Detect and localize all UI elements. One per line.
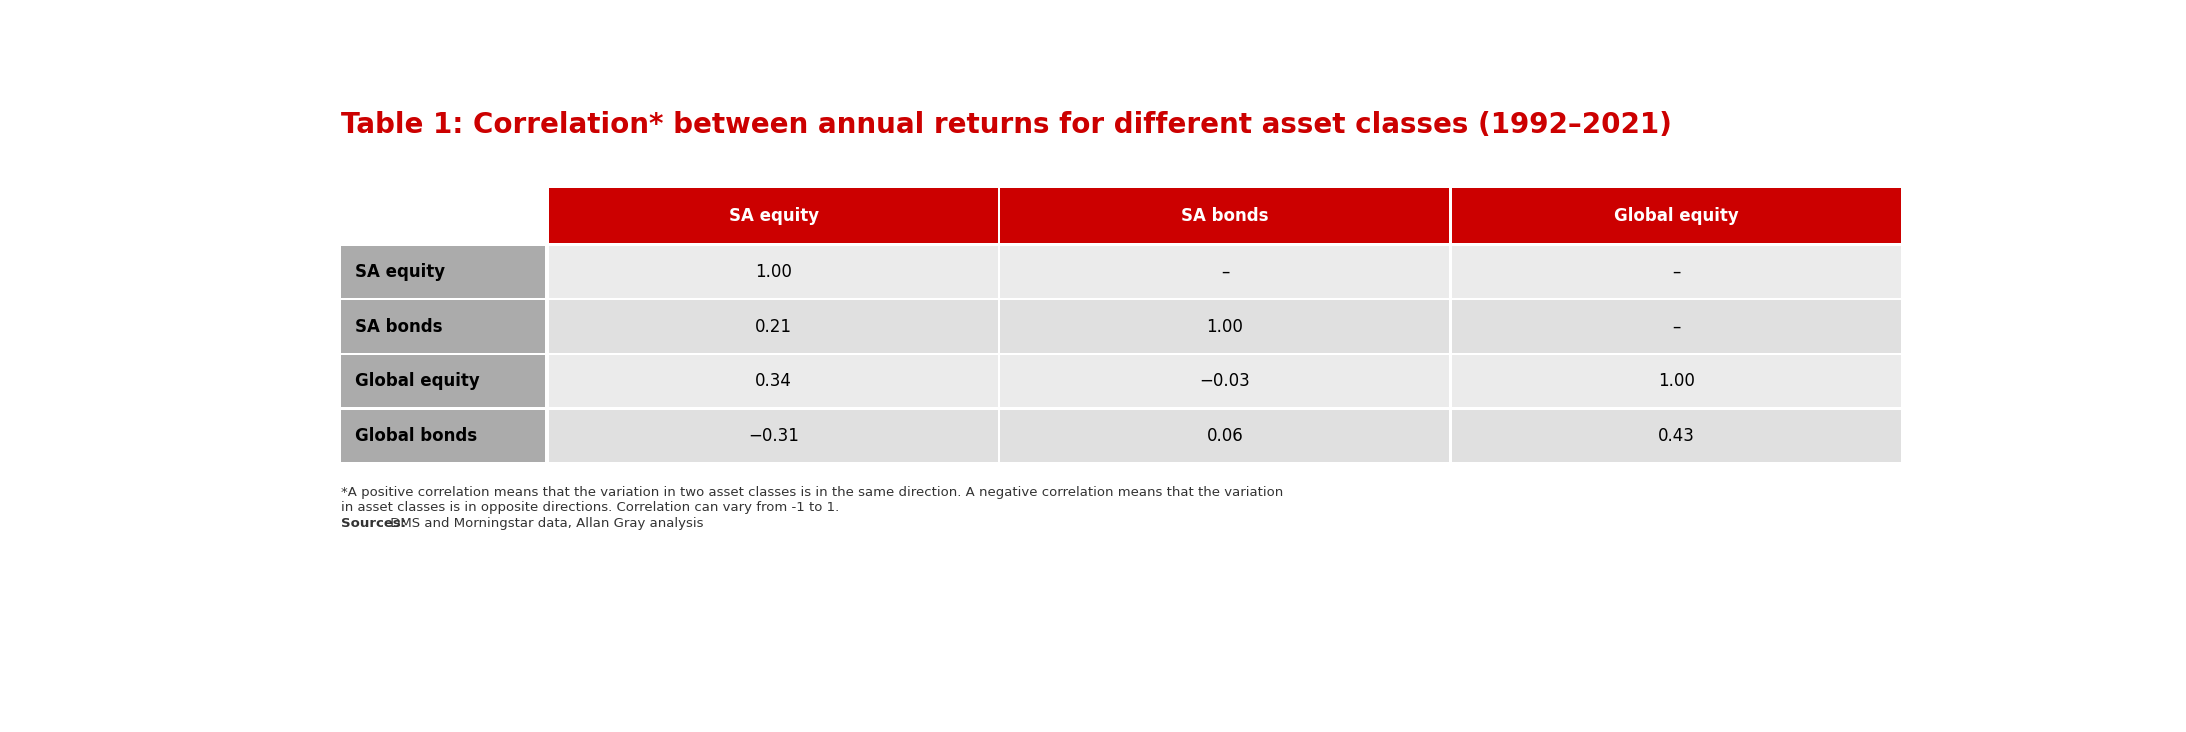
Text: SA equity: SA equity (728, 206, 820, 225)
Text: *A positive correlation means that the variation in two asset classes is in the : *A positive correlation means that the v… (341, 486, 1283, 499)
Bar (549, 300, 999, 353)
Bar (1001, 300, 1449, 353)
Bar (1452, 355, 1902, 408)
Text: −0.31: −0.31 (748, 427, 800, 445)
Bar (1001, 246, 1449, 298)
Bar (1001, 188, 1449, 243)
Text: DMS and Morningstar data, Allan Gray analysis: DMS and Morningstar data, Allan Gray ana… (387, 517, 704, 530)
Text: Table 1: Correlation* between annual returns for different asset classes (1992–2: Table 1: Correlation* between annual ret… (341, 111, 1672, 139)
Text: –: – (1220, 263, 1229, 281)
Bar (1001, 410, 1449, 462)
Text: SA bonds: SA bonds (356, 318, 444, 335)
Bar (341, 355, 544, 408)
Text: 0.43: 0.43 (1657, 427, 1694, 445)
Text: 0.21: 0.21 (754, 318, 791, 335)
Text: Sources:: Sources: (341, 517, 407, 530)
Text: in asset classes is in opposite directions. Correlation can vary from -1 to 1.: in asset classes is in opposite directio… (341, 501, 839, 515)
Bar (549, 246, 999, 298)
Text: Global bonds: Global bonds (356, 427, 477, 445)
Text: 1.00: 1.00 (1657, 372, 1694, 390)
Text: Global equity: Global equity (1613, 206, 1738, 225)
Bar (341, 300, 544, 353)
Text: 0.06: 0.06 (1207, 427, 1244, 445)
Bar (1001, 355, 1449, 408)
Text: –: – (1672, 263, 1681, 281)
Bar (1452, 410, 1902, 462)
Bar (549, 410, 999, 462)
Bar (1452, 246, 1902, 298)
Text: 1.00: 1.00 (1207, 318, 1244, 335)
Text: −0.03: −0.03 (1200, 372, 1250, 390)
Text: –: – (1672, 318, 1681, 335)
Bar (341, 246, 544, 298)
Bar (1452, 300, 1902, 353)
Text: Global equity: Global equity (356, 372, 481, 390)
Text: 0.34: 0.34 (754, 372, 791, 390)
Text: 1.00: 1.00 (754, 263, 791, 281)
Bar (549, 188, 999, 243)
Bar (341, 410, 544, 462)
Text: SA bonds: SA bonds (1180, 206, 1268, 225)
Bar (549, 355, 999, 408)
Bar (1452, 188, 1902, 243)
Text: SA equity: SA equity (356, 263, 446, 281)
